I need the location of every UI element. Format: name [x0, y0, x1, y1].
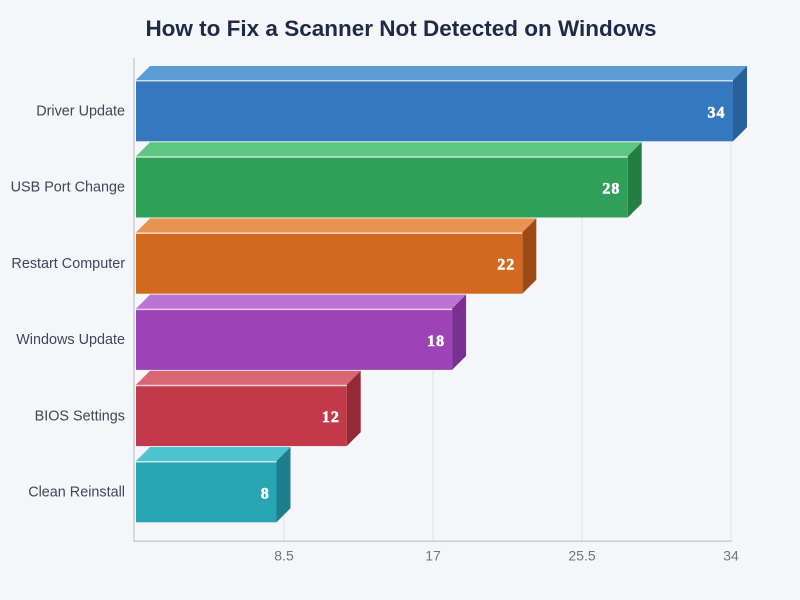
svg-text:How to Fix a Scanner Not Detec: How to Fix a Scanner Not Detected on Win…	[145, 16, 656, 41]
svg-text:17: 17	[425, 548, 441, 564]
svg-text:Windows Update: Windows Update	[16, 332, 125, 348]
svg-text:8.5: 8.5	[274, 548, 294, 564]
svg-text:25.5: 25.5	[568, 548, 595, 564]
svg-text:Driver Update: Driver Update	[36, 103, 125, 119]
svg-text:18: 18	[427, 333, 445, 350]
svg-text:USB Port Change: USB Port Change	[11, 180, 125, 196]
svg-text:Restart Computer: Restart Computer	[11, 256, 125, 272]
svg-text:34: 34	[723, 548, 739, 564]
svg-text:28: 28	[602, 181, 620, 198]
svg-text:12: 12	[322, 409, 340, 426]
svg-text:34: 34	[708, 104, 726, 121]
svg-text:Clean Reinstall: Clean Reinstall	[28, 484, 125, 500]
svg-text:22: 22	[497, 257, 515, 274]
svg-text:BIOS Settings: BIOS Settings	[35, 408, 125, 424]
svg-text:8: 8	[261, 485, 270, 502]
